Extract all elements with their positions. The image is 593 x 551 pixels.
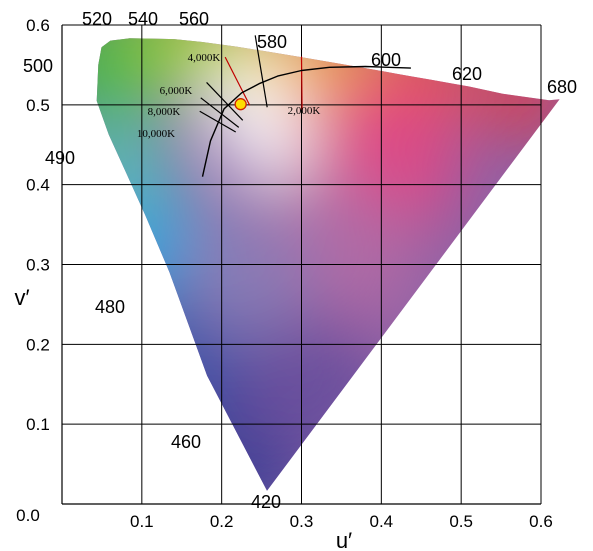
wavelength-label: 540 (128, 9, 158, 29)
y-tick-label: 0.2 (26, 335, 50, 354)
wavelength-label: 420 (251, 492, 281, 512)
cct-label: 2,000K (288, 105, 321, 117)
wavelength-label: 580 (257, 32, 287, 52)
isotherm-line (199, 110, 237, 133)
cct-label: 4,000K (188, 52, 221, 64)
wavelength-label: 600 (371, 50, 401, 70)
isotherm-line (224, 56, 251, 106)
fill-blob (224, 95, 315, 186)
y-axis-label: v′ (14, 285, 29, 310)
wavelength-label: 560 (179, 9, 209, 29)
y-tick-label: 0.5 (26, 96, 50, 115)
cct-label: 8,000K (148, 106, 181, 118)
wavelength-label: 500 (23, 56, 53, 76)
wavelength-label: 620 (452, 64, 482, 84)
x-tick-label: 0.5 (449, 512, 473, 531)
isotherm-line (300, 56, 303, 110)
x-tick-label: 0.6 (529, 512, 553, 531)
wavelength-label: 460 (171, 432, 201, 452)
y-tick-label: 0.3 (26, 256, 50, 275)
cct-label: 6,000K (160, 85, 193, 97)
x-tick-label: 0.3 (290, 512, 314, 531)
wavelength-label: 490 (45, 148, 75, 168)
wavelength-label: 520 (82, 9, 112, 29)
isotherm-line (200, 97, 240, 128)
planckian-locus (201, 65, 411, 177)
wavelength-label: 680 (547, 77, 577, 97)
wavelength-label: 480 (95, 297, 125, 317)
y-tick-label: 0.1 (26, 415, 50, 434)
origin-tick-label: 0.0 (16, 506, 40, 525)
y-tick-label: 0.6 (26, 16, 50, 35)
axes: 0.1 0.2 0.3 0.4 0.5 0.6 0.0 0.1 0.2 0.3 0.4 0.5 0.6 (16, 16, 553, 531)
overlay-lines (199, 35, 411, 177)
fill-blobs (96, 38, 560, 491)
x-axis-label: u′ (336, 528, 352, 551)
white-point-marker (234, 98, 247, 111)
x-tick-label: 0.4 (370, 512, 394, 531)
fill-blob (180, 207, 311, 338)
x-tick-label: 0.2 (210, 512, 234, 531)
isotherm-line (206, 81, 244, 121)
dominant-wavelength-line (254, 35, 268, 108)
text-labels: 420 460 480 490 500 520 540 560 580 600 620 680 2,00… (23, 9, 577, 512)
y-tick-label: 0.4 (26, 176, 50, 195)
cct-label: 10,000K (137, 128, 175, 140)
x-tick-label: 0.1 (130, 512, 154, 531)
